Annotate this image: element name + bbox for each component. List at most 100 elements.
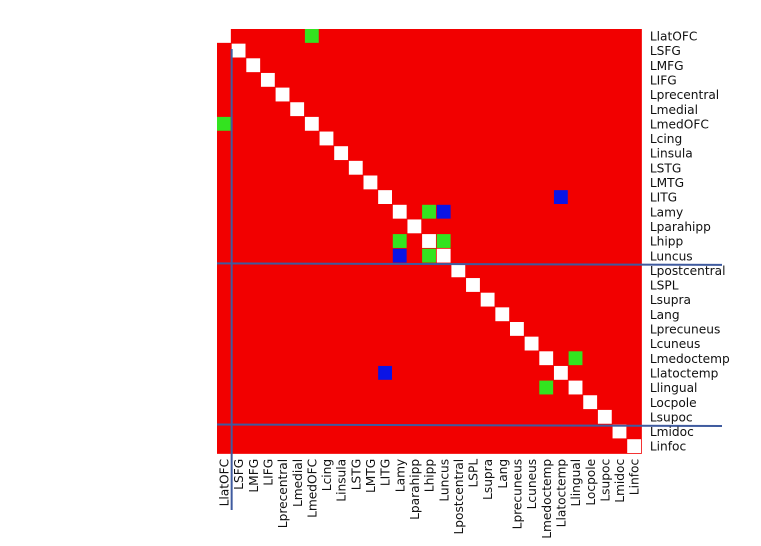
row-label: LSTG (650, 161, 681, 175)
diagonal-cell (510, 322, 524, 336)
diagonal-cell (451, 263, 466, 278)
diagonal-cell (407, 219, 422, 234)
row-label: Lsupoc (650, 410, 693, 424)
diagonal-cell (260, 72, 275, 87)
blue-cell (553, 190, 568, 204)
diagonal-cell (436, 248, 451, 263)
column-label: Linsula (335, 459, 349, 502)
diagonal-cell (319, 131, 334, 146)
column-labels: LlatOFC LSFG LMFG LIFG Lprecentral Lmedial Lme… (218, 459, 642, 539)
row-label: Lmedoctemp (650, 352, 730, 366)
row-label: Lcing (650, 132, 682, 146)
diagonal-cell (275, 87, 290, 102)
green-cell (422, 248, 436, 263)
row-label: Lsupra (650, 293, 691, 307)
row-label: LmedOFC (650, 117, 709, 131)
row-label: Linsula (650, 147, 693, 161)
column-label: Llingual (569, 459, 583, 507)
diagonal-cell (524, 336, 539, 351)
row-labels: LlatOFCLSFGLMFGLIFGLprecentralLmedialLme… (650, 30, 730, 454)
column-label: Lsupra (481, 459, 495, 500)
green-cell (422, 204, 436, 219)
column-label: Lamy (393, 459, 407, 492)
diagonal-cell (246, 58, 261, 73)
row-label: Lparahipp (650, 220, 711, 234)
column-label: Lpostcentral (452, 459, 466, 535)
row-label: Lamy (650, 205, 683, 219)
row-label: Lpostcentral (650, 264, 726, 278)
column-label: Lprecuneus (511, 459, 525, 529)
diagonal-cell (553, 365, 568, 380)
diagonal-cell (466, 278, 480, 292)
row-label: Lhipp (650, 235, 684, 249)
row-label: Llingual (650, 381, 698, 395)
diagonal-cell (627, 439, 642, 454)
diagonal-cell (348, 160, 363, 175)
diagonal-cell (612, 424, 627, 439)
row-label: LITG (650, 191, 677, 205)
column-label: Lcuneus (525, 459, 539, 510)
row-label: LlatOFC (650, 30, 698, 44)
diagonal-cell (231, 43, 246, 58)
column-label: LITG (379, 459, 393, 486)
diagonal-cell (363, 175, 378, 190)
row-label: LSFG (650, 44, 681, 58)
column-label: LIFG (261, 459, 275, 486)
diagonal-cell (583, 395, 598, 410)
diagonal-cell (539, 351, 554, 366)
diagonal-cell (568, 380, 583, 395)
green-cell (392, 234, 407, 248)
diagonal-cell (378, 190, 392, 204)
column-label: LMFG (247, 459, 261, 493)
blue-cell (392, 248, 407, 263)
blue-cell (436, 204, 451, 219)
row-label: Llatoctemp (650, 366, 719, 380)
column-label: Lang (496, 459, 510, 489)
column-label: Lparahipp (408, 459, 422, 520)
column-label: LSFG (232, 459, 246, 490)
column-label: Lcing (320, 459, 334, 491)
diagonal-cell (304, 116, 319, 131)
blue-cell (378, 365, 392, 380)
row-label: Luncus (650, 249, 693, 263)
column-label: Lsupoc (598, 459, 612, 502)
diagonal-cell (217, 29, 231, 43)
diagonal-cell (495, 307, 510, 322)
diagonal-cell (290, 102, 305, 117)
diagonal-cell (422, 234, 436, 248)
row-label: LMFG (650, 59, 684, 73)
green-cell (568, 351, 583, 366)
diagonal-cell (597, 409, 612, 424)
column-label: Lmedoctemp (540, 459, 554, 539)
horizontal-divider-line (216, 262, 723, 266)
row-label: Lcuneus (650, 337, 701, 351)
row-label: LSPL (650, 279, 679, 293)
row-label: LIFG (650, 73, 677, 87)
column-label: LSPL (467, 459, 481, 488)
row-label: Lang (650, 308, 680, 322)
row-label: LMTG (650, 176, 684, 190)
green-cell (304, 29, 319, 43)
row-label: Lprecentral (650, 88, 719, 102)
green-cell (217, 116, 231, 131)
column-label: Lprecentral (276, 459, 290, 528)
diagonal-cell (480, 292, 495, 307)
column-label: Luncus (437, 459, 451, 502)
column-label: LlatOFC (218, 459, 232, 507)
row-label: Locpole (650, 396, 697, 410)
row-label: Lprecuneus (650, 323, 721, 337)
column-label: Lhipp (423, 459, 437, 493)
column-label: LMTG (364, 459, 378, 493)
column-label: LSTG (349, 459, 363, 490)
diagonal-cell (392, 204, 407, 219)
column-label: Lmidoc (613, 459, 627, 503)
column-label: LmedOFC (305, 459, 319, 518)
row-label: Lmidoc (650, 425, 694, 439)
green-cell (539, 380, 554, 395)
column-label: Linfoc (628, 459, 642, 495)
column-label: Locpole (584, 459, 598, 506)
column-label: Lmedial (291, 459, 305, 507)
row-label: Lmedial (650, 103, 698, 117)
horizontal-divider-line (216, 423, 723, 428)
